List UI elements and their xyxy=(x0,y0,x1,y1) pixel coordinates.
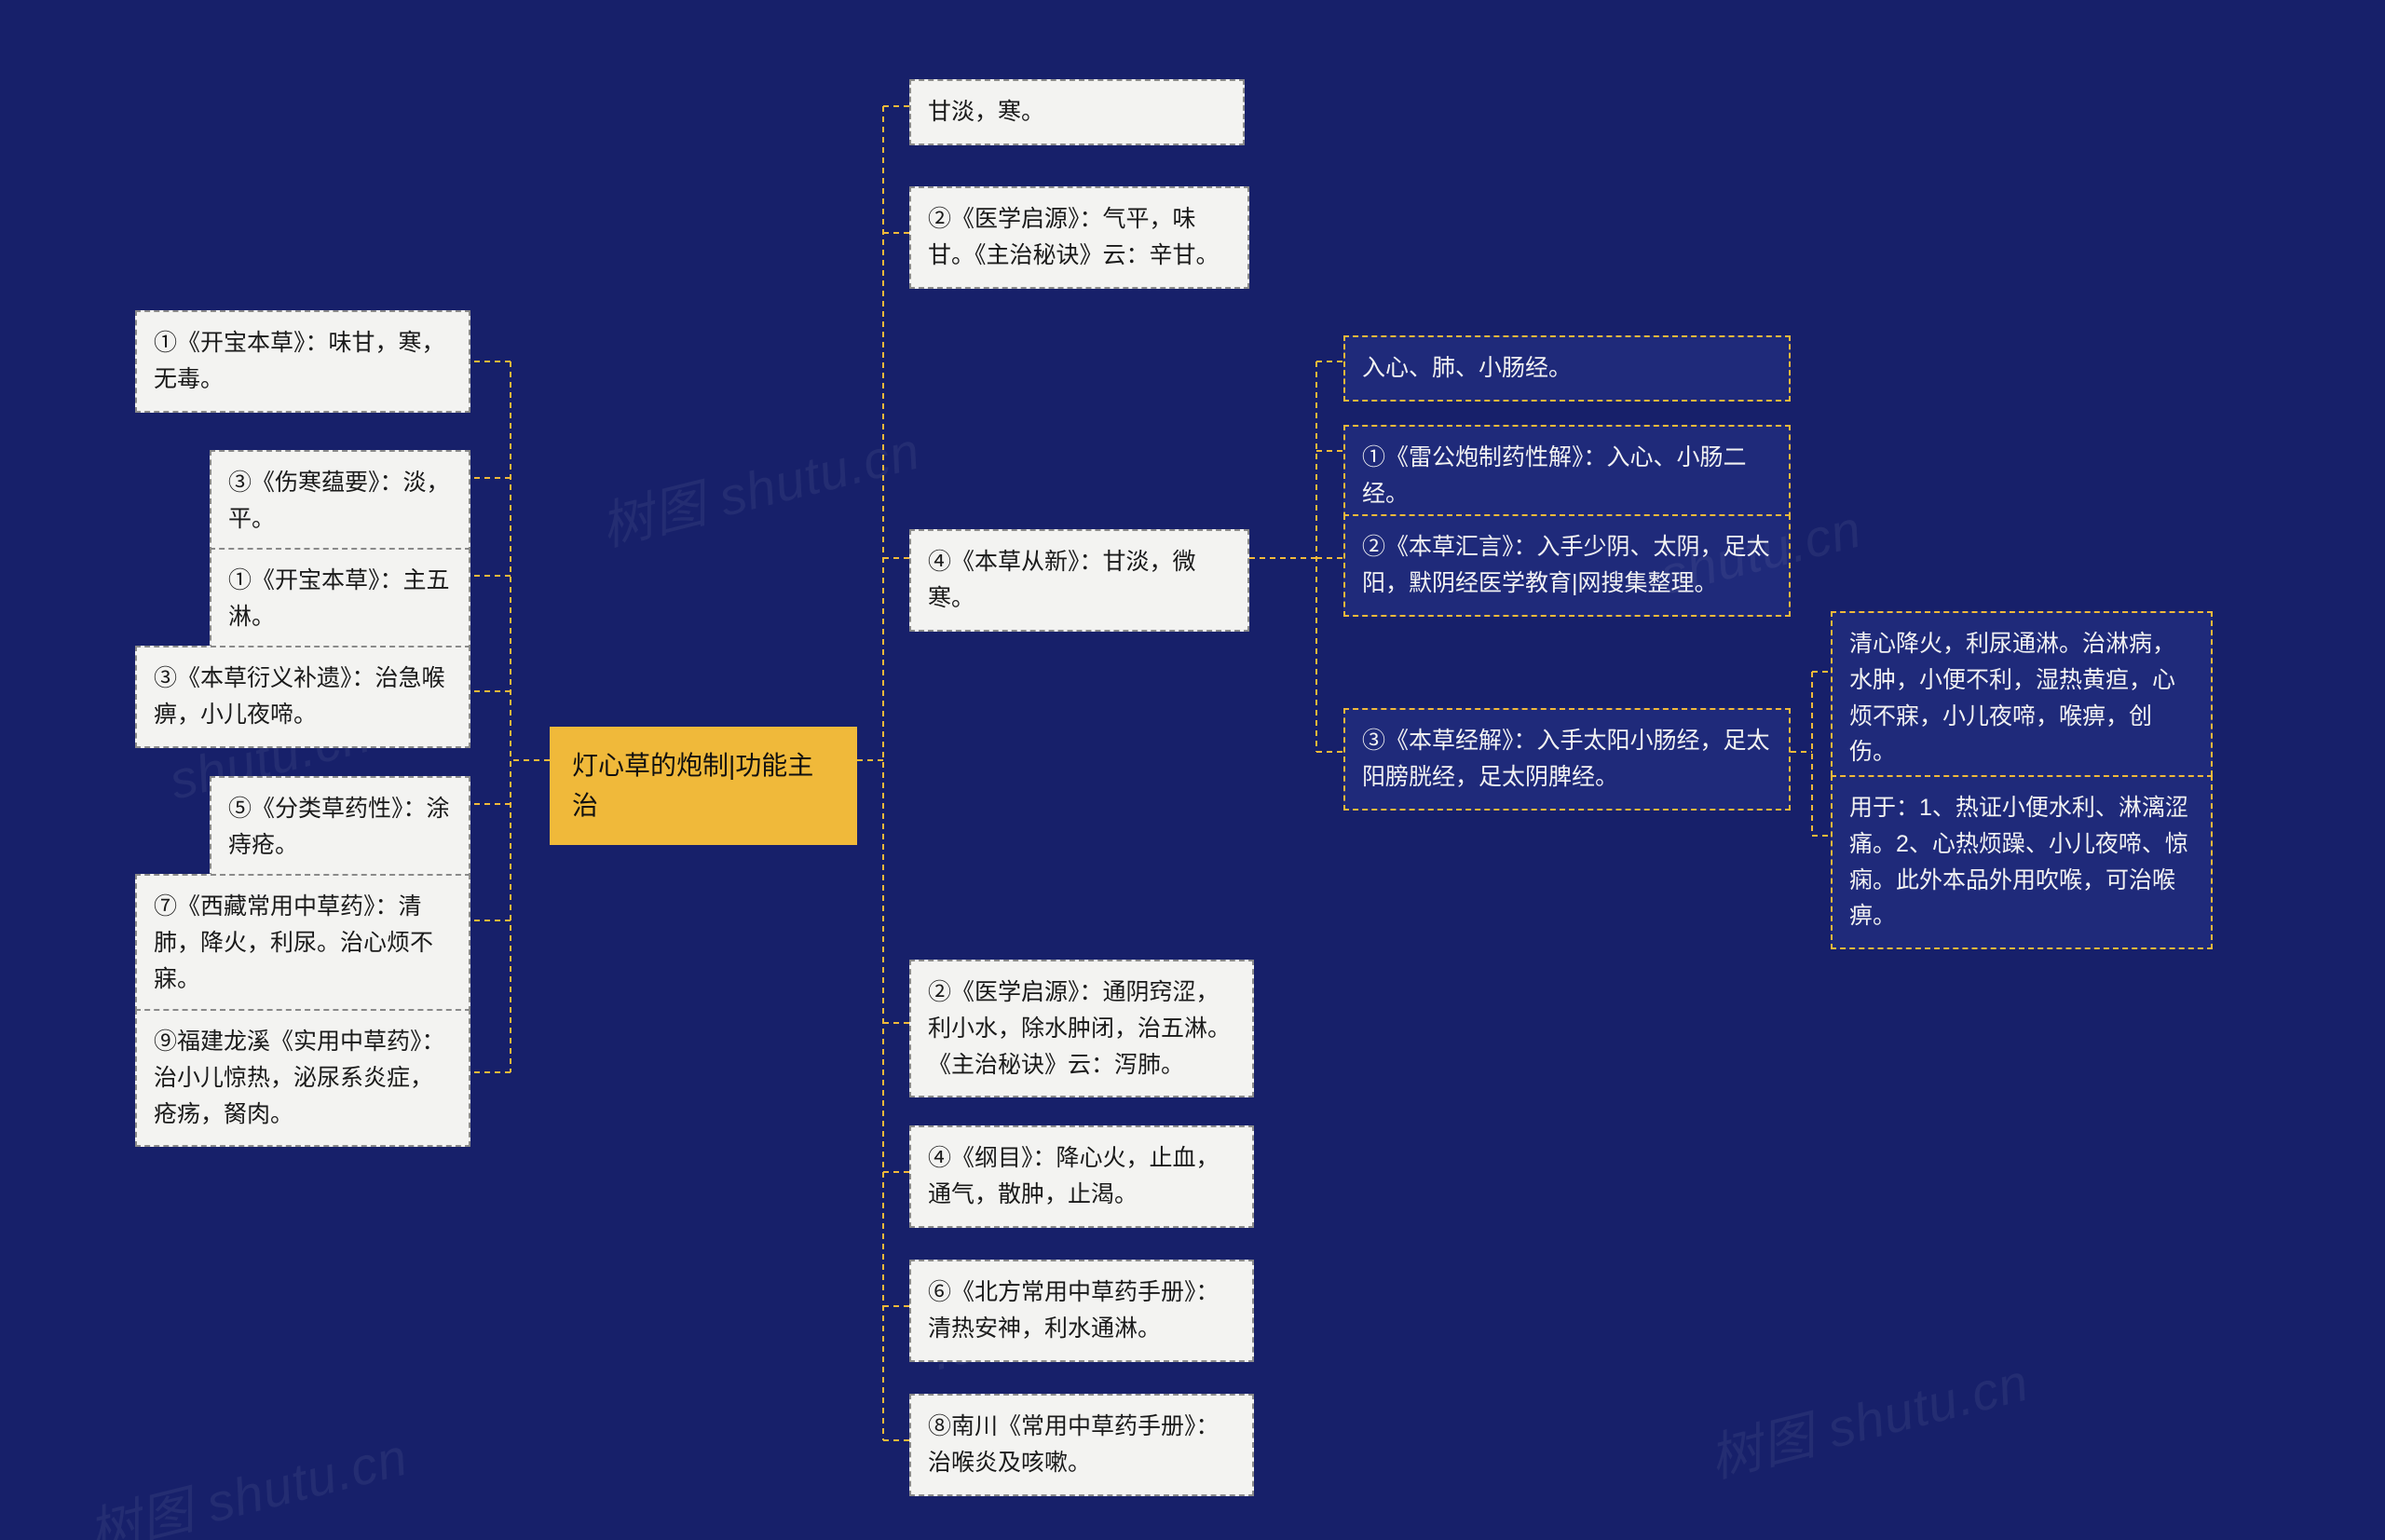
left-node: ①《开宝本草》：主五淋。 xyxy=(210,548,470,650)
mindmap-canvas: 灯心草的炮制|功能主治 ①《开宝本草》：味甘，寒，无毒。 ③《伤寒蕴要》：淡，平… xyxy=(0,0,2385,1540)
right-node: ②《医学启源》：气平，味甘。《主治秘诀》云：辛甘。 xyxy=(909,186,1249,289)
left-node: ⑦《西藏常用中草药》：清肺，降火，利尿。治心烦不寐。 xyxy=(135,874,470,1012)
left-node: ③《本草衍义补遗》：治急喉痹，小儿夜啼。 xyxy=(135,646,470,748)
sub-node: ③《本草经解》：入手太阳小肠经，足太阳膀胱经，足太阴脾经。 xyxy=(1343,708,1791,811)
left-node: ③《伤寒蕴要》：淡，平。 xyxy=(210,450,470,552)
root-node: 灯心草的炮制|功能主治 xyxy=(550,727,857,845)
right-node: ④《纲目》：降心火，止血，通气，散肿，止渴。 xyxy=(909,1125,1254,1228)
right-node: ④《本草从新》：甘淡，微寒。 xyxy=(909,529,1249,632)
left-node: ⑨福建龙溪《实用中草药》：治小儿惊热，泌尿系炎症，疮疡，胬肉。 xyxy=(135,1009,470,1147)
leaf-node: 清心降火，利尿通淋。治淋病，水肿，小便不利，湿热黄疸，心烦不寐，小儿夜啼，喉痹，… xyxy=(1831,611,2213,785)
sub-node: ②《本草汇言》：入手少阴、太阴，足太阳，默阴经医学教育|网搜集整理。 xyxy=(1343,514,1791,617)
watermark: 树图 shutu.cn xyxy=(592,409,926,561)
right-node: 甘淡，寒。 xyxy=(909,79,1245,145)
right-node: ⑥《北方常用中草药手册》：清热安神，利水通淋。 xyxy=(909,1260,1254,1362)
right-node: ⑧南川《常用中草药手册》：治喉炎及咳嗽。 xyxy=(909,1394,1254,1496)
left-node: ①《开宝本草》：味甘，寒，无毒。 xyxy=(135,310,470,413)
watermark: 树图 shutu.cn xyxy=(1700,1341,2035,1492)
left-node: ⑤《分类草药性》：涂痔疮。 xyxy=(210,776,470,879)
sub-node: ①《雷公炮制药性解》：入心、小肠二经。 xyxy=(1343,425,1791,527)
leaf-node: 用于：1、热证小便水利、淋漓涩痛。2、心热烦躁、小儿夜啼、惊痫。此外本品外用吹喉… xyxy=(1831,775,2213,949)
sub-node: 入心、肺、小肠经。 xyxy=(1343,335,1791,402)
watermark: 树图 shutu.cn xyxy=(79,1415,414,1540)
right-node: ②《医学启源》：通阴窍涩，利小水，除水肿闭，治五淋。《主治秘诀》云：泻肺。 xyxy=(909,960,1254,1097)
